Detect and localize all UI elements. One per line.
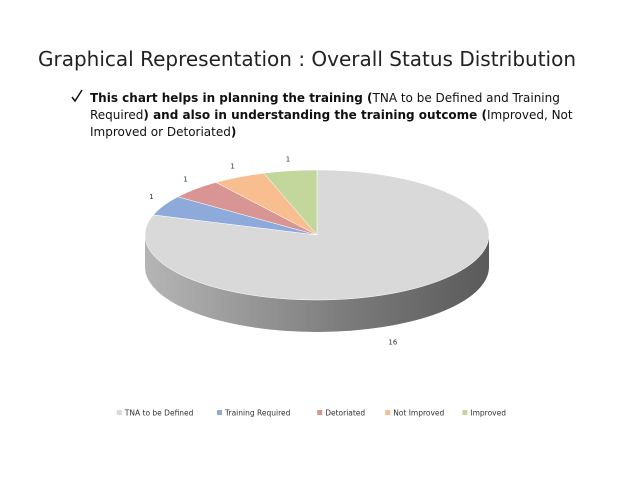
legend-swatch (116, 410, 122, 415)
data-label: 1 (230, 162, 234, 170)
bullet-run: ) and also in understanding the training… (143, 108, 487, 122)
legend-swatch (385, 410, 391, 415)
bullet-run: TNA to be Defined and Training Required (90, 91, 560, 122)
data-label: 16 (388, 338, 397, 346)
legend-swatch (462, 410, 468, 415)
slide-title: Graphical Representation : Overall Statu… (38, 47, 577, 71)
pie-side (145, 235, 489, 332)
legend-label: Detoriated (325, 409, 365, 418)
bullet-text: This chart helps in planning the trainin… (90, 90, 605, 141)
bullet-run: Improved, Not Improved or Detoriated (90, 108, 573, 139)
bullet-run: This chart helps in planning the trainin… (90, 91, 373, 105)
data-label: 1 (286, 156, 290, 164)
data-label: 1 (183, 175, 187, 183)
pie-slice (263, 169, 318, 236)
legend-swatch (217, 410, 222, 415)
legend-label: Improved (470, 409, 506, 418)
bullet-run: ) (230, 125, 237, 139)
check-icon (71, 89, 83, 103)
legend-label: Not Improved (393, 409, 444, 418)
legend-swatch (317, 410, 323, 415)
legend-label: TNA to be Defined (124, 409, 194, 418)
data-label: 1 (149, 193, 153, 201)
legend-label: Training Required (224, 409, 291, 418)
